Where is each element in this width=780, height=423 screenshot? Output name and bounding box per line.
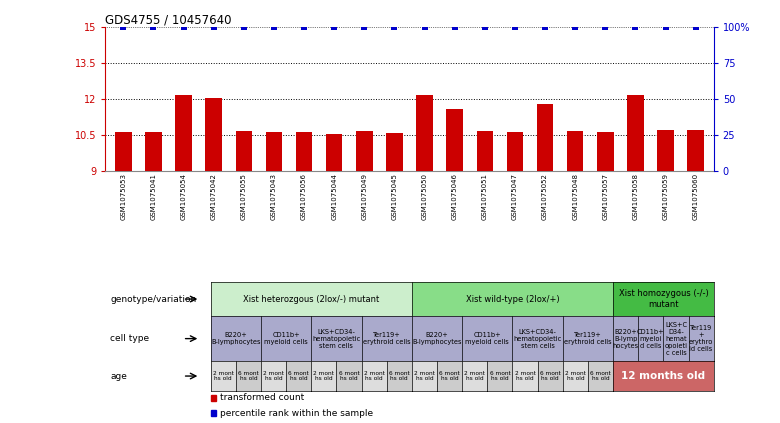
Point — [539, 24, 551, 31]
Text: GDS4755 / 10457640: GDS4755 / 10457640 — [105, 14, 232, 26]
Text: 2 mont
hs old: 2 mont hs old — [263, 371, 284, 382]
Text: 6 mont
hs old: 6 mont hs old — [590, 371, 611, 382]
Text: 6 mont
hs old: 6 mont hs old — [289, 371, 309, 382]
Point — [117, 24, 129, 31]
Text: 6 mont
hs old: 6 mont hs old — [490, 371, 510, 382]
Text: 2 mont
hs old: 2 mont hs old — [464, 371, 485, 382]
Text: 2 mont
hs old: 2 mont hs old — [565, 371, 586, 382]
Text: 6 mont
hs old: 6 mont hs old — [238, 371, 259, 382]
Text: cell type: cell type — [111, 334, 150, 343]
Text: genotype/variation: genotype/variation — [111, 294, 197, 304]
Text: 6 mont
hs old: 6 mont hs old — [339, 371, 360, 382]
Point — [328, 24, 340, 31]
Bar — [537, 104, 553, 171]
Text: B220+
B-lymphocytes: B220+ B-lymphocytes — [413, 332, 462, 345]
Text: Ter119
+
erythro
id cells: Ter119 + erythro id cells — [689, 325, 714, 352]
Text: 2 mont
hs old: 2 mont hs old — [515, 371, 536, 382]
Point — [479, 24, 491, 31]
Text: B220+
B-lymp
hocytes: B220+ B-lymp hocytes — [612, 329, 639, 349]
Bar — [658, 130, 674, 171]
Bar — [356, 131, 373, 171]
Bar — [236, 131, 252, 171]
Text: 2 mont
hs old: 2 mont hs old — [213, 371, 234, 382]
Point — [659, 24, 672, 31]
Point — [509, 24, 521, 31]
Text: Ter119+
erythroid cells: Ter119+ erythroid cells — [564, 332, 612, 345]
Text: 12 months old: 12 months old — [622, 371, 705, 381]
Point — [358, 24, 370, 31]
Bar — [266, 132, 282, 171]
Text: B220+
B-lymphocytes: B220+ B-lymphocytes — [211, 332, 261, 345]
Point — [388, 24, 401, 31]
Point — [298, 24, 310, 31]
Point — [569, 24, 581, 31]
Bar — [145, 132, 161, 171]
Text: percentile rank within the sample: percentile rank within the sample — [220, 409, 373, 418]
Text: 2 mont
hs old: 2 mont hs old — [414, 371, 435, 382]
Text: 2 mont
hs old: 2 mont hs old — [363, 371, 385, 382]
Bar — [567, 131, 583, 171]
Text: LKS+C
D34-
hemat
opoieti
c cells: LKS+C D34- hemat opoieti c cells — [665, 321, 687, 356]
Bar — [477, 131, 493, 171]
Point — [147, 24, 160, 31]
Bar — [446, 109, 463, 171]
Text: age: age — [111, 371, 127, 381]
Point — [268, 24, 280, 31]
Text: CD11b+
myeloid cells: CD11b+ myeloid cells — [264, 332, 308, 345]
Bar — [386, 133, 402, 171]
Text: LKS+CD34-
hematopoietic
stem cells: LKS+CD34- hematopoietic stem cells — [513, 329, 562, 349]
Text: 6 mont
hs old: 6 mont hs old — [389, 371, 410, 382]
Point — [207, 24, 220, 31]
Point — [690, 24, 702, 31]
Point — [177, 24, 190, 31]
Bar — [417, 95, 433, 171]
Text: 2 mont
hs old: 2 mont hs old — [314, 371, 335, 382]
Bar — [627, 95, 643, 171]
Text: CD11b+
myeloi
d cells: CD11b+ myeloi d cells — [637, 329, 665, 349]
Bar — [296, 132, 312, 171]
Bar — [211, 395, 215, 401]
Point — [418, 24, 431, 31]
Text: LKS+CD34-
hematopoietic
stem cells: LKS+CD34- hematopoietic stem cells — [312, 329, 360, 349]
Text: Xist homozygous (-/-)
mutant: Xist homozygous (-/-) mutant — [619, 289, 708, 309]
Point — [238, 24, 250, 31]
Bar — [115, 132, 132, 171]
Text: Xist heterozgous (2lox/-) mutant: Xist heterozgous (2lox/-) mutant — [243, 294, 379, 304]
Text: 6 mont
hs old: 6 mont hs old — [439, 371, 460, 382]
Text: transformed count: transformed count — [220, 393, 304, 402]
Bar — [507, 132, 523, 171]
Point — [448, 24, 461, 31]
Text: Ter119+
erythroid cells: Ter119+ erythroid cells — [363, 332, 410, 345]
Point — [629, 24, 642, 31]
Bar — [211, 410, 215, 416]
Text: Xist wild-type (2lox/+): Xist wild-type (2lox/+) — [466, 294, 559, 304]
Bar — [597, 132, 614, 171]
Text: CD11b+
myeloid cells: CD11b+ myeloid cells — [466, 332, 509, 345]
Bar — [687, 129, 704, 171]
Bar — [205, 98, 222, 171]
Bar — [326, 135, 342, 171]
Bar — [176, 95, 192, 171]
Point — [599, 24, 612, 31]
Text: 6 mont
hs old: 6 mont hs old — [540, 371, 561, 382]
